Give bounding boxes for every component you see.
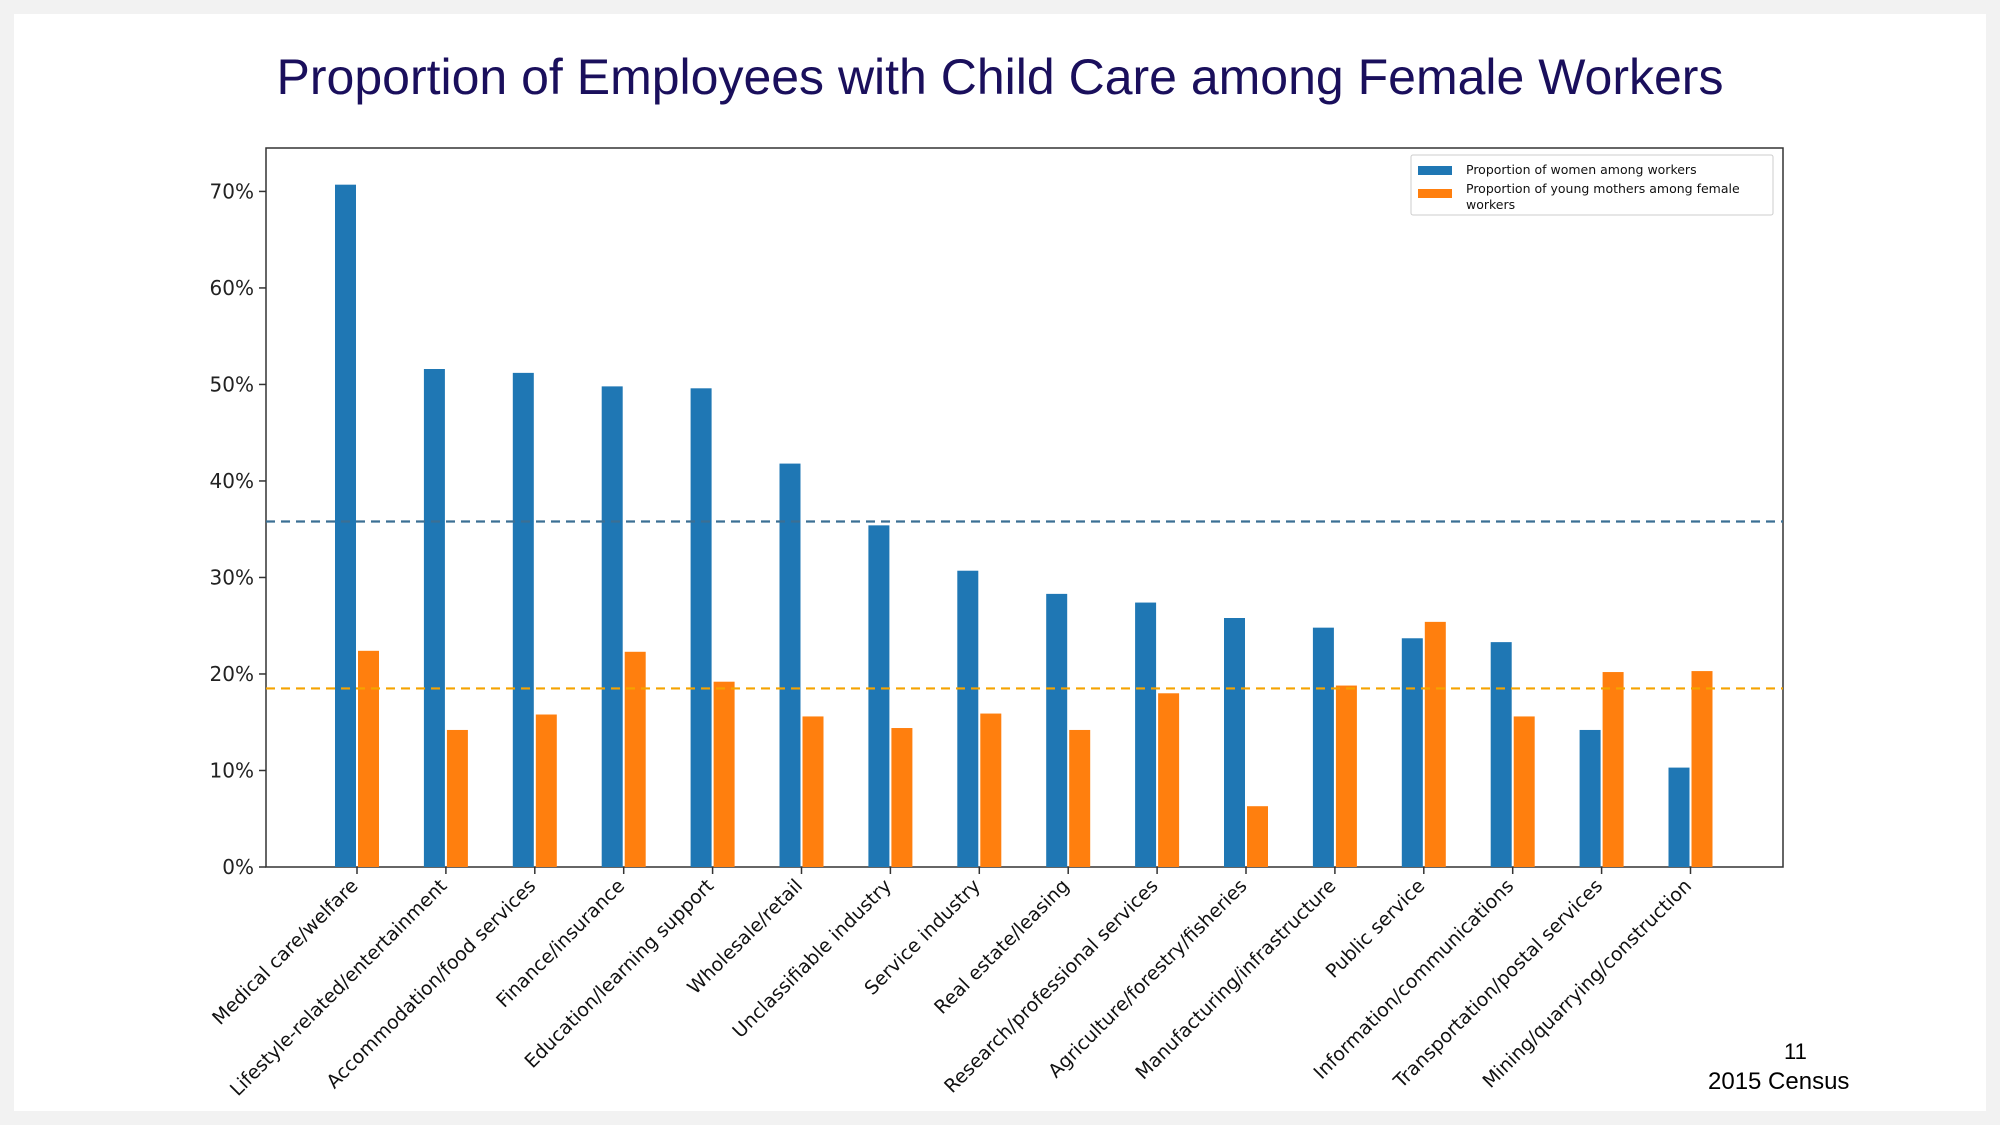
y-tick-label: 30% [210,565,254,589]
bar-women-2 [423,369,445,867]
y-tick-label: 70% [210,179,254,203]
bar-women-7 [868,525,890,867]
bar-women-10 [1135,602,1157,867]
bar-mothers-14 [1513,716,1535,867]
bar-women-5 [690,388,712,867]
x-tick-label: Unclassifiable industry [728,875,896,1043]
page-title: Proportion of Employees with Child Care … [276,49,1724,105]
plot-frame [265,147,1784,868]
reference-lines [266,520,1783,690]
bar-women-12 [1312,627,1334,867]
bar-mothers-8 [980,713,1002,867]
bar-mothers-6 [802,716,824,867]
legend: Proportion of women among workers Proport… [1410,154,1774,216]
bar-women-1 [335,184,356,867]
bar-mothers-16 [1691,671,1713,867]
bar-women-6 [779,463,801,867]
bar-mothers-12 [1335,685,1357,867]
legend-box [1410,154,1774,216]
bar-mothers-5 [713,681,735,867]
legend-label-women: Proportion of women among workers [1466,162,1697,177]
bar-mothers-15 [1602,672,1624,867]
bars [335,184,1713,867]
bar-women-4 [601,386,623,867]
x-tick-label: Medical care/welfare [208,875,362,1029]
bar-mothers-3 [535,714,557,867]
y-tick-label: 40% [210,469,254,493]
bar-mothers-13 [1424,621,1446,867]
bar-mothers-9 [1069,729,1091,867]
y-tick-label: 0% [222,855,254,879]
bar-women-14 [1490,642,1512,867]
legend-label-mothers: Proportion of young mothers among female… [1466,181,1740,212]
bar-women-8 [957,570,979,867]
bar-women-15 [1579,729,1601,867]
axes [259,147,1784,874]
page-number: 11 [1784,1039,1807,1064]
bar-mothers-4 [624,651,646,867]
bar-women-13 [1401,638,1423,867]
bar-women-9 [1046,593,1068,867]
y-tick-label: 60% [210,276,254,300]
source-note: 2015 Census [1708,1068,1850,1095]
bar-women-3 [512,372,534,867]
bar-mothers-7 [891,728,913,867]
legend-swatch-mothers [1418,189,1452,198]
y-tick-label: 50% [210,372,254,396]
bar-mothers-1 [358,650,379,867]
bar-mothers-11 [1247,806,1268,867]
bar-mothers-10 [1158,693,1180,867]
legend-swatch-women [1418,166,1452,175]
bar-women-16 [1668,767,1690,867]
x-tick-label: Manufacturing/infrastructure [1131,875,1340,1084]
x-tick-label: Education/learning support [520,875,718,1073]
y-tick-label: 10% [210,758,254,782]
y-tick-label: 20% [210,662,254,686]
bar-mothers-2 [446,729,468,867]
bar-women-11 [1224,618,1245,867]
